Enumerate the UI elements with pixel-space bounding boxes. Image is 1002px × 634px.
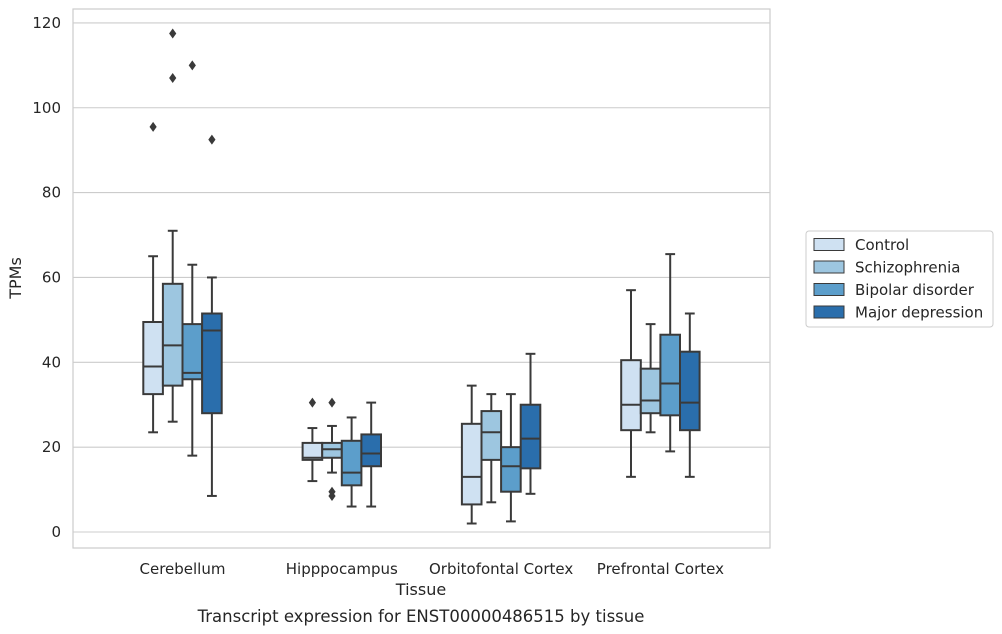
box-bipolar-disorder <box>181 60 204 457</box>
gridlines <box>73 22 770 533</box>
outlier-marker <box>149 121 157 132</box>
box-bipolar-disorder <box>500 393 522 523</box>
y-tick-label: 80 <box>42 184 61 202</box>
outlier-marker <box>308 397 316 408</box>
outlier-marker <box>208 134 216 145</box>
box-control <box>620 289 642 478</box>
iqr-box <box>181 323 204 381</box>
iqr-box <box>460 422 483 506</box>
iqr-box <box>620 359 642 432</box>
iqr-box <box>519 403 542 470</box>
legend-label: Bipolar disorder <box>855 281 975 299</box>
legend-item: Bipolar disorder <box>813 281 975 299</box>
outlier-marker <box>328 397 336 408</box>
legend-label: Control <box>855 236 909 254</box>
iqr-box <box>659 333 682 417</box>
plot-frame <box>72 8 771 549</box>
x-axis-title: Tissue <box>395 580 446 599</box>
box-schizophrenia <box>321 397 343 501</box>
legend-label: Schizophrenia <box>855 259 960 277</box>
box-major-depression <box>360 401 382 508</box>
outlier-marker <box>328 486 336 497</box>
y-tick-label: 0 <box>51 523 61 541</box>
box-major-depression <box>201 134 223 497</box>
box-bipolar-disorder <box>340 416 363 508</box>
y-tick-label: 60 <box>42 268 61 286</box>
x-tick-label: Orbitofontal Cortex <box>429 560 573 578</box>
y-tick-label: 20 <box>42 438 61 456</box>
box-schizophrenia <box>480 393 503 504</box>
box-control <box>460 384 483 525</box>
boxes <box>142 28 701 525</box>
iqr-box <box>201 312 223 415</box>
legend-swatch <box>813 283 845 296</box>
box-major-depression <box>519 352 542 495</box>
legend-frame <box>805 230 994 328</box>
legend-item: Schizophrenia <box>813 259 960 277</box>
iqr-box <box>321 441 343 459</box>
legend-item: Major depression <box>813 304 983 322</box>
iqr-box <box>480 410 503 461</box>
iqr-box <box>161 282 184 387</box>
y-axis-title: TPMs <box>6 257 25 300</box>
x-tick-label: Cerebellum <box>140 560 226 578</box>
x-tick-label: Hipppocampus <box>286 560 398 578</box>
box-schizophrenia <box>639 323 662 434</box>
y-tick-label: 120 <box>32 14 61 32</box>
legend-swatch <box>813 238 845 251</box>
chart-caption: Transcript expression for ENST0000048651… <box>197 607 645 626</box>
iqr-box <box>360 433 382 468</box>
iqr-box <box>340 439 363 487</box>
outlier-marker <box>188 60 196 71</box>
y-axis-ticks: 0 20 40 60 80 100 120 <box>32 14 61 541</box>
legend-swatch <box>813 305 845 319</box>
box-schizophrenia <box>161 28 184 423</box>
legend-swatch <box>813 260 845 274</box>
legend-label: Major depression <box>855 304 983 322</box>
outlier-marker <box>169 73 177 84</box>
x-axis-ticks: Cerebellum Hipppocampus Orbitofontal Corte… <box>140 560 725 578</box>
box-bipolar-disorder <box>659 253 682 453</box>
box-major-depression <box>679 312 701 478</box>
x-tick-label: Prefrontal Cortex <box>597 560 724 578</box>
iqr-box <box>639 367 662 415</box>
legend: Control Schizophrenia Bipolar disorder Majo… <box>805 230 994 328</box>
iqr-box <box>142 320 164 396</box>
box-control <box>301 397 324 483</box>
iqr-box <box>679 350 701 432</box>
outlier-marker <box>169 28 177 39</box>
iqr-box <box>500 446 522 493</box>
legend-item: Control <box>813 236 909 254</box>
y-tick-label: 40 <box>42 353 61 371</box>
y-tick-label: 100 <box>32 99 61 117</box>
